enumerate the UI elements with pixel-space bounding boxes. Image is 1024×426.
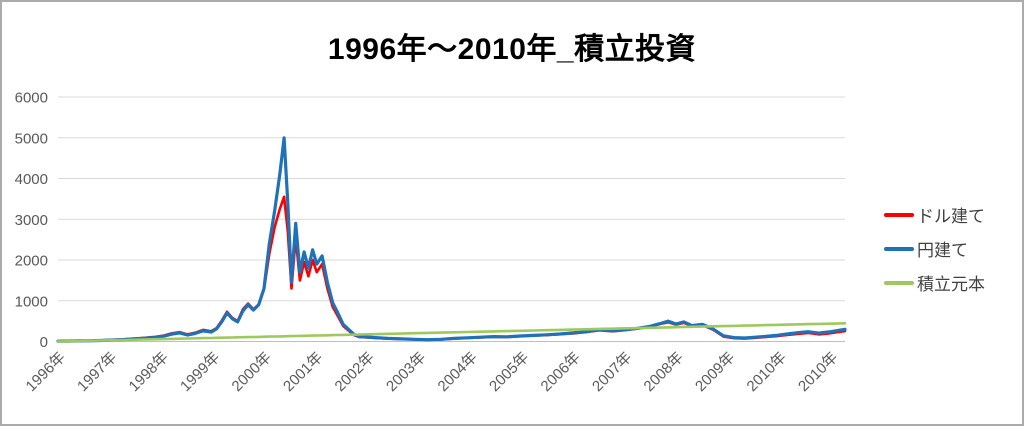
legend-item-principal: 積立元本 xyxy=(884,271,985,294)
x-axis-tick-label: 2001年 xyxy=(280,349,326,395)
legend-item-dollar: ドル建て xyxy=(884,203,985,226)
x-axis-tick-label: 2006年 xyxy=(538,349,584,395)
x-axis-tick-label: 2007年 xyxy=(589,349,635,395)
legend-label: 円建て xyxy=(917,241,968,260)
x-axis-tick-label: 2004年 xyxy=(435,349,481,395)
legend-item-yen: 円建て xyxy=(884,237,985,260)
series-line-dollar xyxy=(56,195,847,343)
y-axis-tick-label: 5000 xyxy=(15,130,48,147)
x-axis-tick-label: 1997年 xyxy=(74,349,120,395)
y-axis-tick-label: 6000 xyxy=(15,90,48,107)
x-axis-tick-label: 2005年 xyxy=(486,349,532,395)
series-line-yen xyxy=(56,136,847,343)
x-axis-tick-label: 2003年 xyxy=(383,349,429,395)
chart-title: 1996年〜2010年_積立投資 xyxy=(327,33,697,66)
x-axis-tick-label: 2008年 xyxy=(641,349,687,395)
series-line-principal xyxy=(56,321,847,343)
y-axis-tick-label: 4000 xyxy=(15,171,48,188)
x-axis-tick-label: 2002年 xyxy=(332,349,378,395)
x-axis-tick-label: 2010年 xyxy=(795,349,841,395)
legend-swatch xyxy=(884,212,914,217)
legend-label: 積立元本 xyxy=(917,275,985,294)
legend-swatch xyxy=(884,246,914,251)
legend-label: ドル建て xyxy=(917,207,985,226)
x-axis-tick-label: 1998年 xyxy=(126,349,172,395)
x-axis-tick-label: 2010年 xyxy=(744,349,790,395)
legend-swatch xyxy=(884,280,914,285)
x-axis-tick-label: 2000年 xyxy=(229,349,275,395)
y-axis-tick-label: 1000 xyxy=(15,293,48,310)
legend: ドル建て円建て積立元本 xyxy=(884,203,985,294)
x-axis-tick-label: 2009年 xyxy=(692,349,738,395)
y-axis-tick-label: 0 xyxy=(40,334,48,351)
x-axis-tick-label: 1999年 xyxy=(177,349,223,395)
x-axis-tick-label: 1996年 xyxy=(23,349,69,395)
y-axis-tick-label: 2000 xyxy=(15,253,48,270)
y-axis-tick-label: 3000 xyxy=(15,212,48,229)
